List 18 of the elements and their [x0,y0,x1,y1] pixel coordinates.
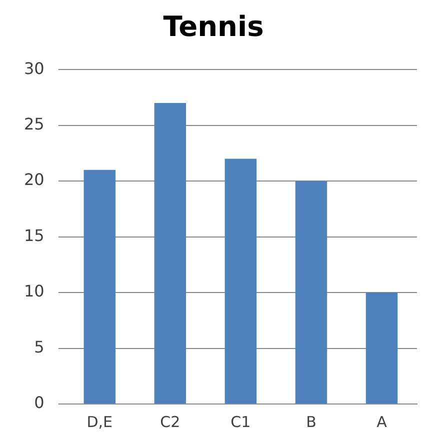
y-tick-label: 20 [24,170,44,190]
y-tick-label: 15 [24,226,44,245]
chart-title: Tennis [163,10,264,44]
x-tick-label: A [376,412,388,431]
y-tick-label: 25 [24,114,44,134]
x-tick-label: C1 [230,412,251,431]
y-tick-label: 5 [34,337,44,356]
bar [224,158,257,404]
x-tick-label: C2 [160,412,180,431]
x-tick-label: B [306,412,316,431]
y-tick-label: 0 [34,393,44,412]
y-tick-label: 10 [24,282,44,301]
bar [84,170,116,404]
bar [366,292,398,404]
bar [295,181,328,404]
y-tick-label: 30 [24,58,44,78]
x-tick-label: D,E [86,412,113,431]
bar [154,103,186,404]
